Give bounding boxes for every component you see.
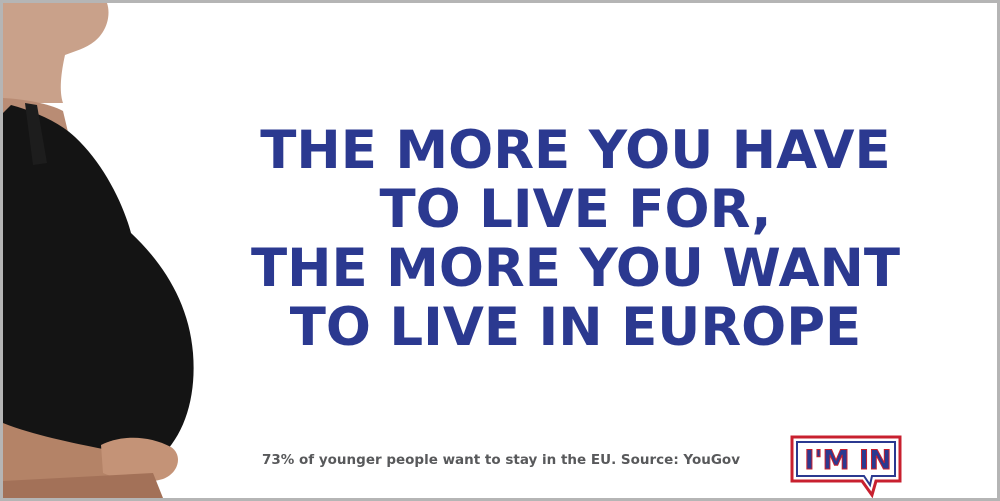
headline-line-4: TO LIVE IN EUROPE — [289, 297, 862, 358]
headline-line-3: THE MORE YOU WANT — [250, 238, 901, 299]
source-footnote: 73% of younger people want to stay in th… — [262, 452, 741, 468]
im-in-label: I'M IN — [804, 445, 892, 476]
headline: THE MORE YOU HAVE TO LIVE FOR, THE MORE … — [208, 121, 943, 357]
headline-line-1: THE MORE YOU HAVE — [260, 120, 891, 181]
headline-line-2: TO LIVE FOR, — [379, 179, 772, 240]
speech-bubble-icon — [790, 435, 902, 498]
pregnant-woman-photo — [3, 3, 194, 498]
im-in-logo: I'M IN — [788, 433, 906, 498]
